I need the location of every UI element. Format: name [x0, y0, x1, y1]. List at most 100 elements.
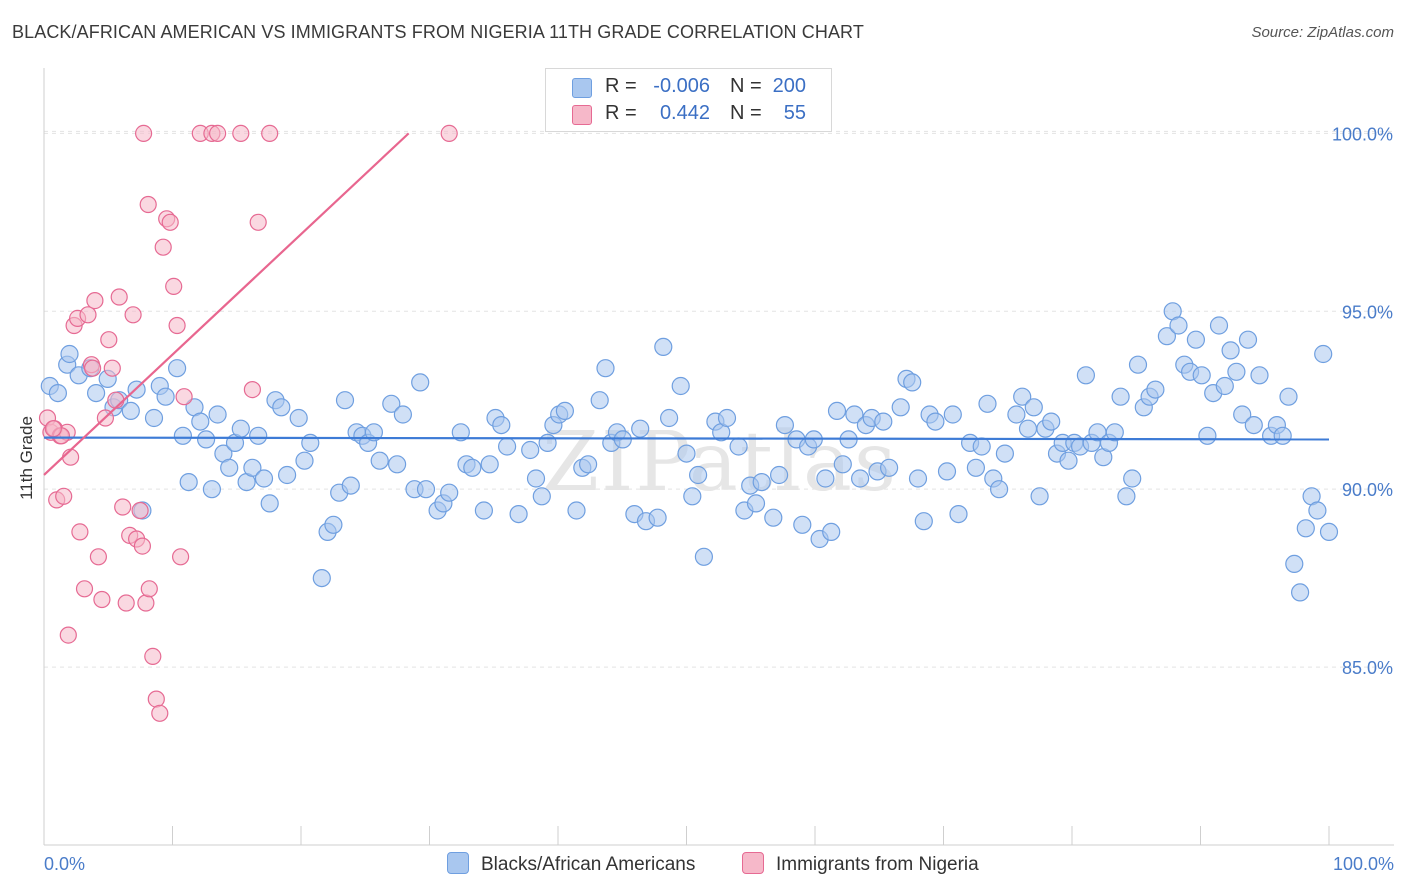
series-blacks-points	[40, 302, 1339, 602]
data-point	[100, 331, 118, 349]
legend: R = -0.006 N = 200 R = 0.442 N = 55	[545, 68, 832, 132]
data-point	[79, 306, 97, 324]
data-point	[671, 376, 690, 396]
data-point	[324, 515, 343, 534]
legend-swatch-nigeria	[572, 105, 592, 125]
data-point	[1013, 387, 1032, 406]
data-point	[1128, 355, 1148, 374]
data-point	[165, 277, 183, 295]
data-point	[335, 391, 355, 410]
data-point	[1273, 426, 1292, 445]
data-point	[175, 388, 193, 406]
x-ticks	[43, 826, 1330, 845]
data-point	[161, 213, 179, 231]
y-tick-label: 90.0%	[1342, 480, 1393, 500]
data-point	[937, 462, 957, 481]
data-point	[93, 590, 111, 609]
data-point	[209, 124, 227, 142]
legend-n-value: 200	[772, 75, 806, 97]
data-point	[1209, 316, 1229, 335]
data-point	[117, 594, 135, 612]
data-point	[966, 458, 986, 477]
data-point	[154, 238, 172, 256]
data-point	[86, 384, 106, 403]
data-point	[521, 440, 540, 460]
y-tick-label: 100.0%	[1332, 124, 1393, 144]
source-label: Source: ZipAtlas.com	[1251, 24, 1394, 41]
data-point	[197, 430, 216, 449]
data-point	[1250, 366, 1269, 385]
data-point	[1042, 412, 1061, 431]
data-point	[596, 359, 615, 378]
data-point	[972, 437, 991, 456]
data-point	[764, 508, 783, 527]
legend-n-label: N =	[730, 75, 762, 97]
data-point	[1117, 487, 1136, 506]
data-point	[261, 124, 279, 142]
data-point	[1111, 387, 1130, 406]
data-point	[1024, 398, 1043, 417]
data-point	[1059, 451, 1078, 470]
data-point	[1169, 316, 1188, 335]
data-point	[827, 401, 847, 420]
data-point	[364, 423, 383, 442]
data-point	[775, 416, 795, 435]
data-point	[926, 412, 945, 431]
data-point	[1238, 330, 1258, 349]
trend-line-nigeria	[43, 132, 410, 476]
data-point	[694, 547, 714, 566]
data-point	[382, 394, 401, 413]
legend-r-label: R =	[605, 75, 637, 97]
legend-n-value: 55	[783, 102, 806, 124]
data-point	[71, 523, 89, 541]
data-point	[144, 408, 164, 428]
trend-line-blacks	[43, 436, 1330, 441]
data-point	[1314, 344, 1333, 364]
data-point	[147, 690, 165, 708]
bottom-legend-swatch-nigeria	[742, 852, 764, 874]
chart-title: BLACK/AFRICAN AMERICAN VS IMMIGRANTS FRO…	[12, 22, 864, 42]
data-point	[555, 401, 575, 420]
data-point	[61, 448, 80, 466]
data-point	[254, 469, 274, 488]
data-point	[631, 419, 650, 438]
data-point	[578, 455, 598, 474]
data-point	[903, 373, 922, 392]
data-point	[107, 391, 125, 409]
bottom-legend-nigeria: Immigrants from Nigeria	[742, 852, 979, 876]
data-point	[1221, 341, 1240, 360]
data-point	[260, 494, 279, 513]
legend-r-label: R =	[605, 102, 637, 124]
data-point	[59, 626, 77, 644]
data-point	[729, 437, 748, 456]
data-point	[144, 647, 162, 666]
data-point	[683, 487, 702, 506]
data-point	[1105, 423, 1124, 442]
data-point	[168, 359, 187, 378]
data-point	[208, 405, 227, 424]
data-point	[191, 412, 210, 431]
bottom-legend-blacks: Blacks/African Americans	[447, 852, 695, 876]
data-point	[370, 451, 389, 470]
y-tick-label: 95.0%	[1342, 302, 1393, 322]
data-point	[769, 465, 789, 485]
data-point	[133, 537, 151, 555]
data-point	[393, 405, 412, 424]
data-point	[538, 433, 557, 452]
legend-r-value: 0.442	[659, 102, 710, 124]
data-point	[341, 476, 360, 495]
data-point	[1244, 416, 1263, 435]
data-point	[60, 344, 79, 364]
data-point	[677, 444, 696, 463]
gridlines	[44, 130, 1394, 668]
data-point	[249, 426, 268, 445]
data-point	[509, 504, 528, 524]
data-point	[752, 473, 771, 492]
legend-n-label: N =	[730, 102, 762, 124]
data-point	[995, 444, 1015, 463]
data-point	[89, 548, 108, 566]
data-point	[717, 408, 737, 428]
data-point	[943, 405, 962, 424]
data-point	[1192, 366, 1211, 385]
